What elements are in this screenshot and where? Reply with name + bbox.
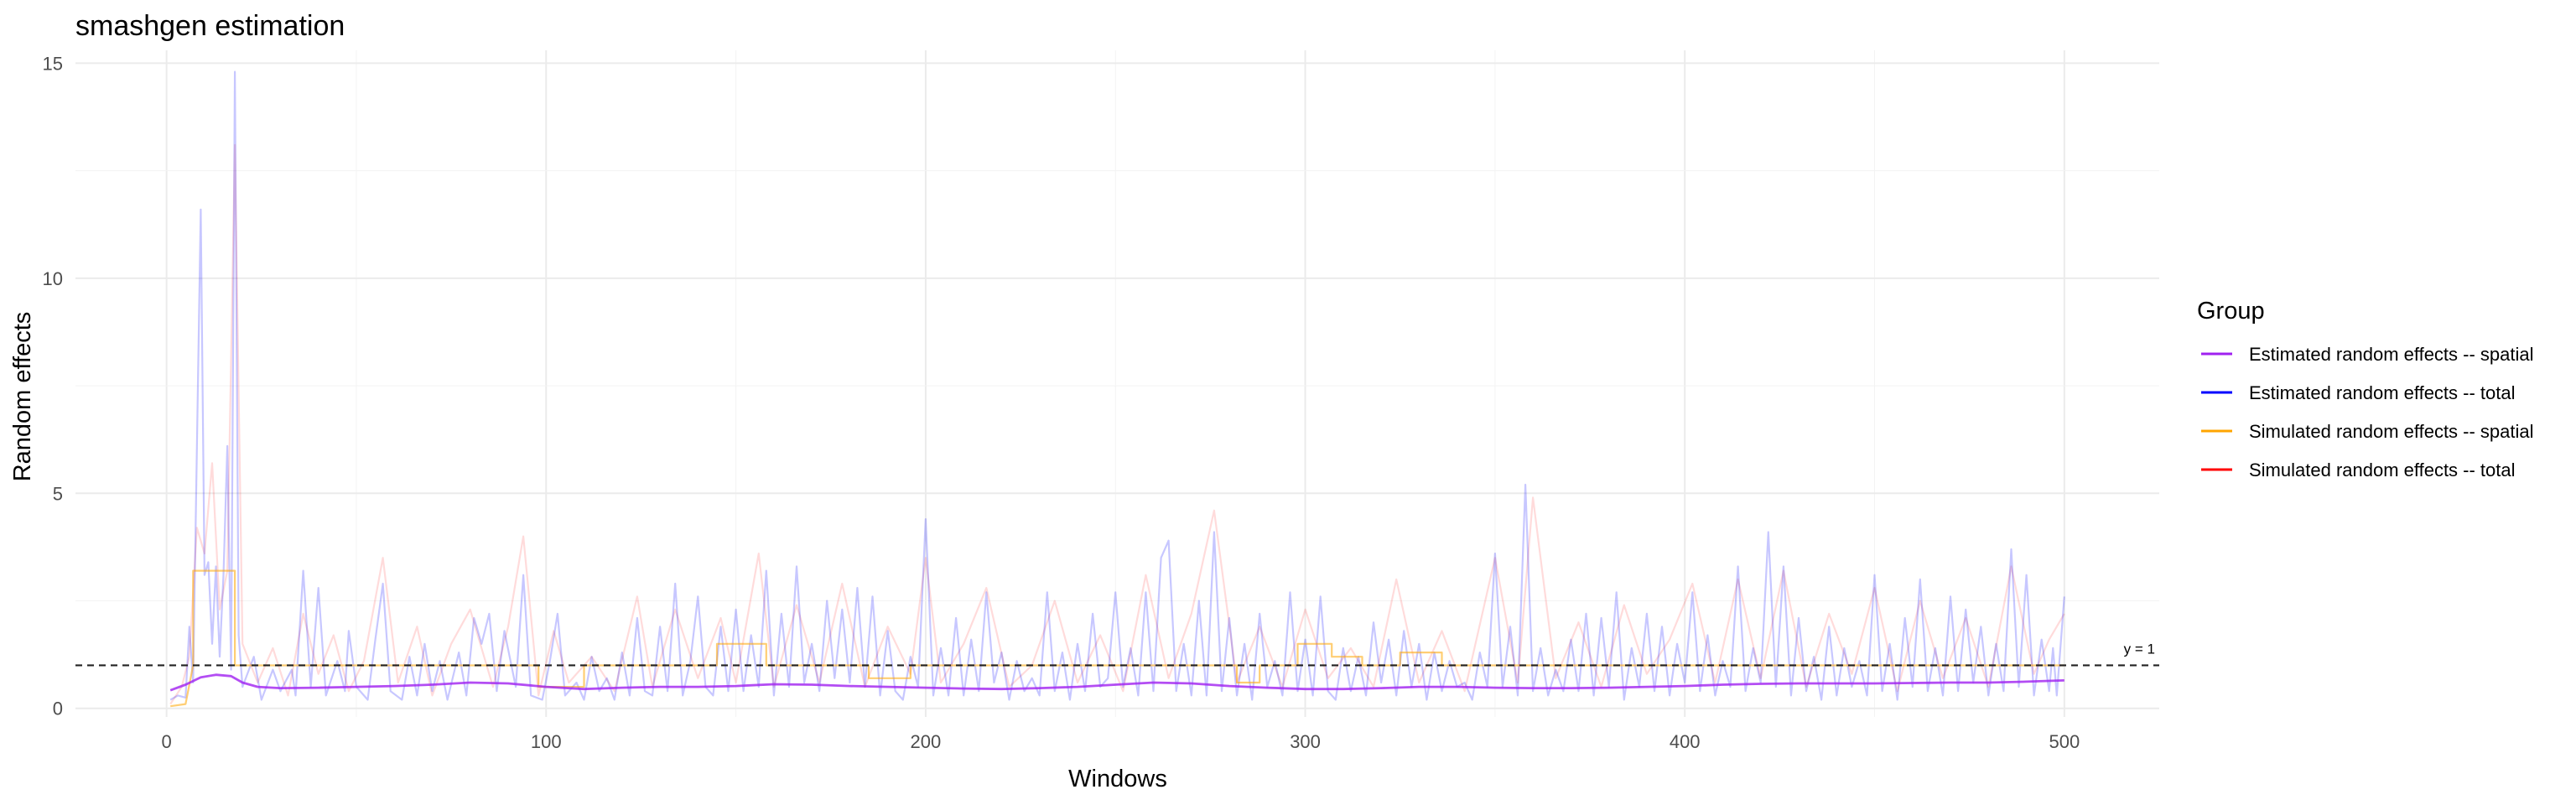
x-axis-title: Windows <box>1068 766 1167 792</box>
reference-line-label: y = 1 <box>2124 641 2155 657</box>
x-tick-label: 0 <box>162 731 172 752</box>
legend-title: Group <box>2197 298 2265 325</box>
series-line-estimated-random-effects-total <box>169 70 2065 701</box>
series-layer <box>169 70 2065 708</box>
legend-label: Simulated random effects -- spatial <box>2249 421 2534 442</box>
x-tick-label: 100 <box>531 731 562 752</box>
reference-line-layer: y = 1 <box>75 641 2159 667</box>
y-axis-title: Random effects <box>9 312 36 482</box>
legend-label: Estimated random effects -- spatial <box>2249 344 2534 365</box>
chart-title: smashgen estimation <box>75 10 345 42</box>
legend-label: Simulated random effects -- total <box>2249 460 2516 480</box>
x-tick-label: 200 <box>911 731 942 752</box>
legend: Group Estimated random effects -- spatia… <box>2197 298 2534 480</box>
legend-label: Estimated random effects -- total <box>2249 382 2516 403</box>
x-axis-ticks: 0 100 200 300 400 500 <box>162 731 2080 752</box>
x-tick-label: 400 <box>1670 731 1701 752</box>
y-tick-label: 15 <box>43 53 63 74</box>
y-tick-label: 0 <box>53 699 63 719</box>
x-tick-label: 300 <box>1290 731 1321 752</box>
series-line-estimated-random-effects-spatial <box>169 673 2064 692</box>
y-tick-label: 10 <box>43 268 63 289</box>
y-tick-label: 5 <box>53 483 63 504</box>
grid <box>75 50 2159 717</box>
x-tick-label: 500 <box>2049 731 2080 752</box>
y-axis-ticks: 0 5 10 15 <box>43 53 63 719</box>
